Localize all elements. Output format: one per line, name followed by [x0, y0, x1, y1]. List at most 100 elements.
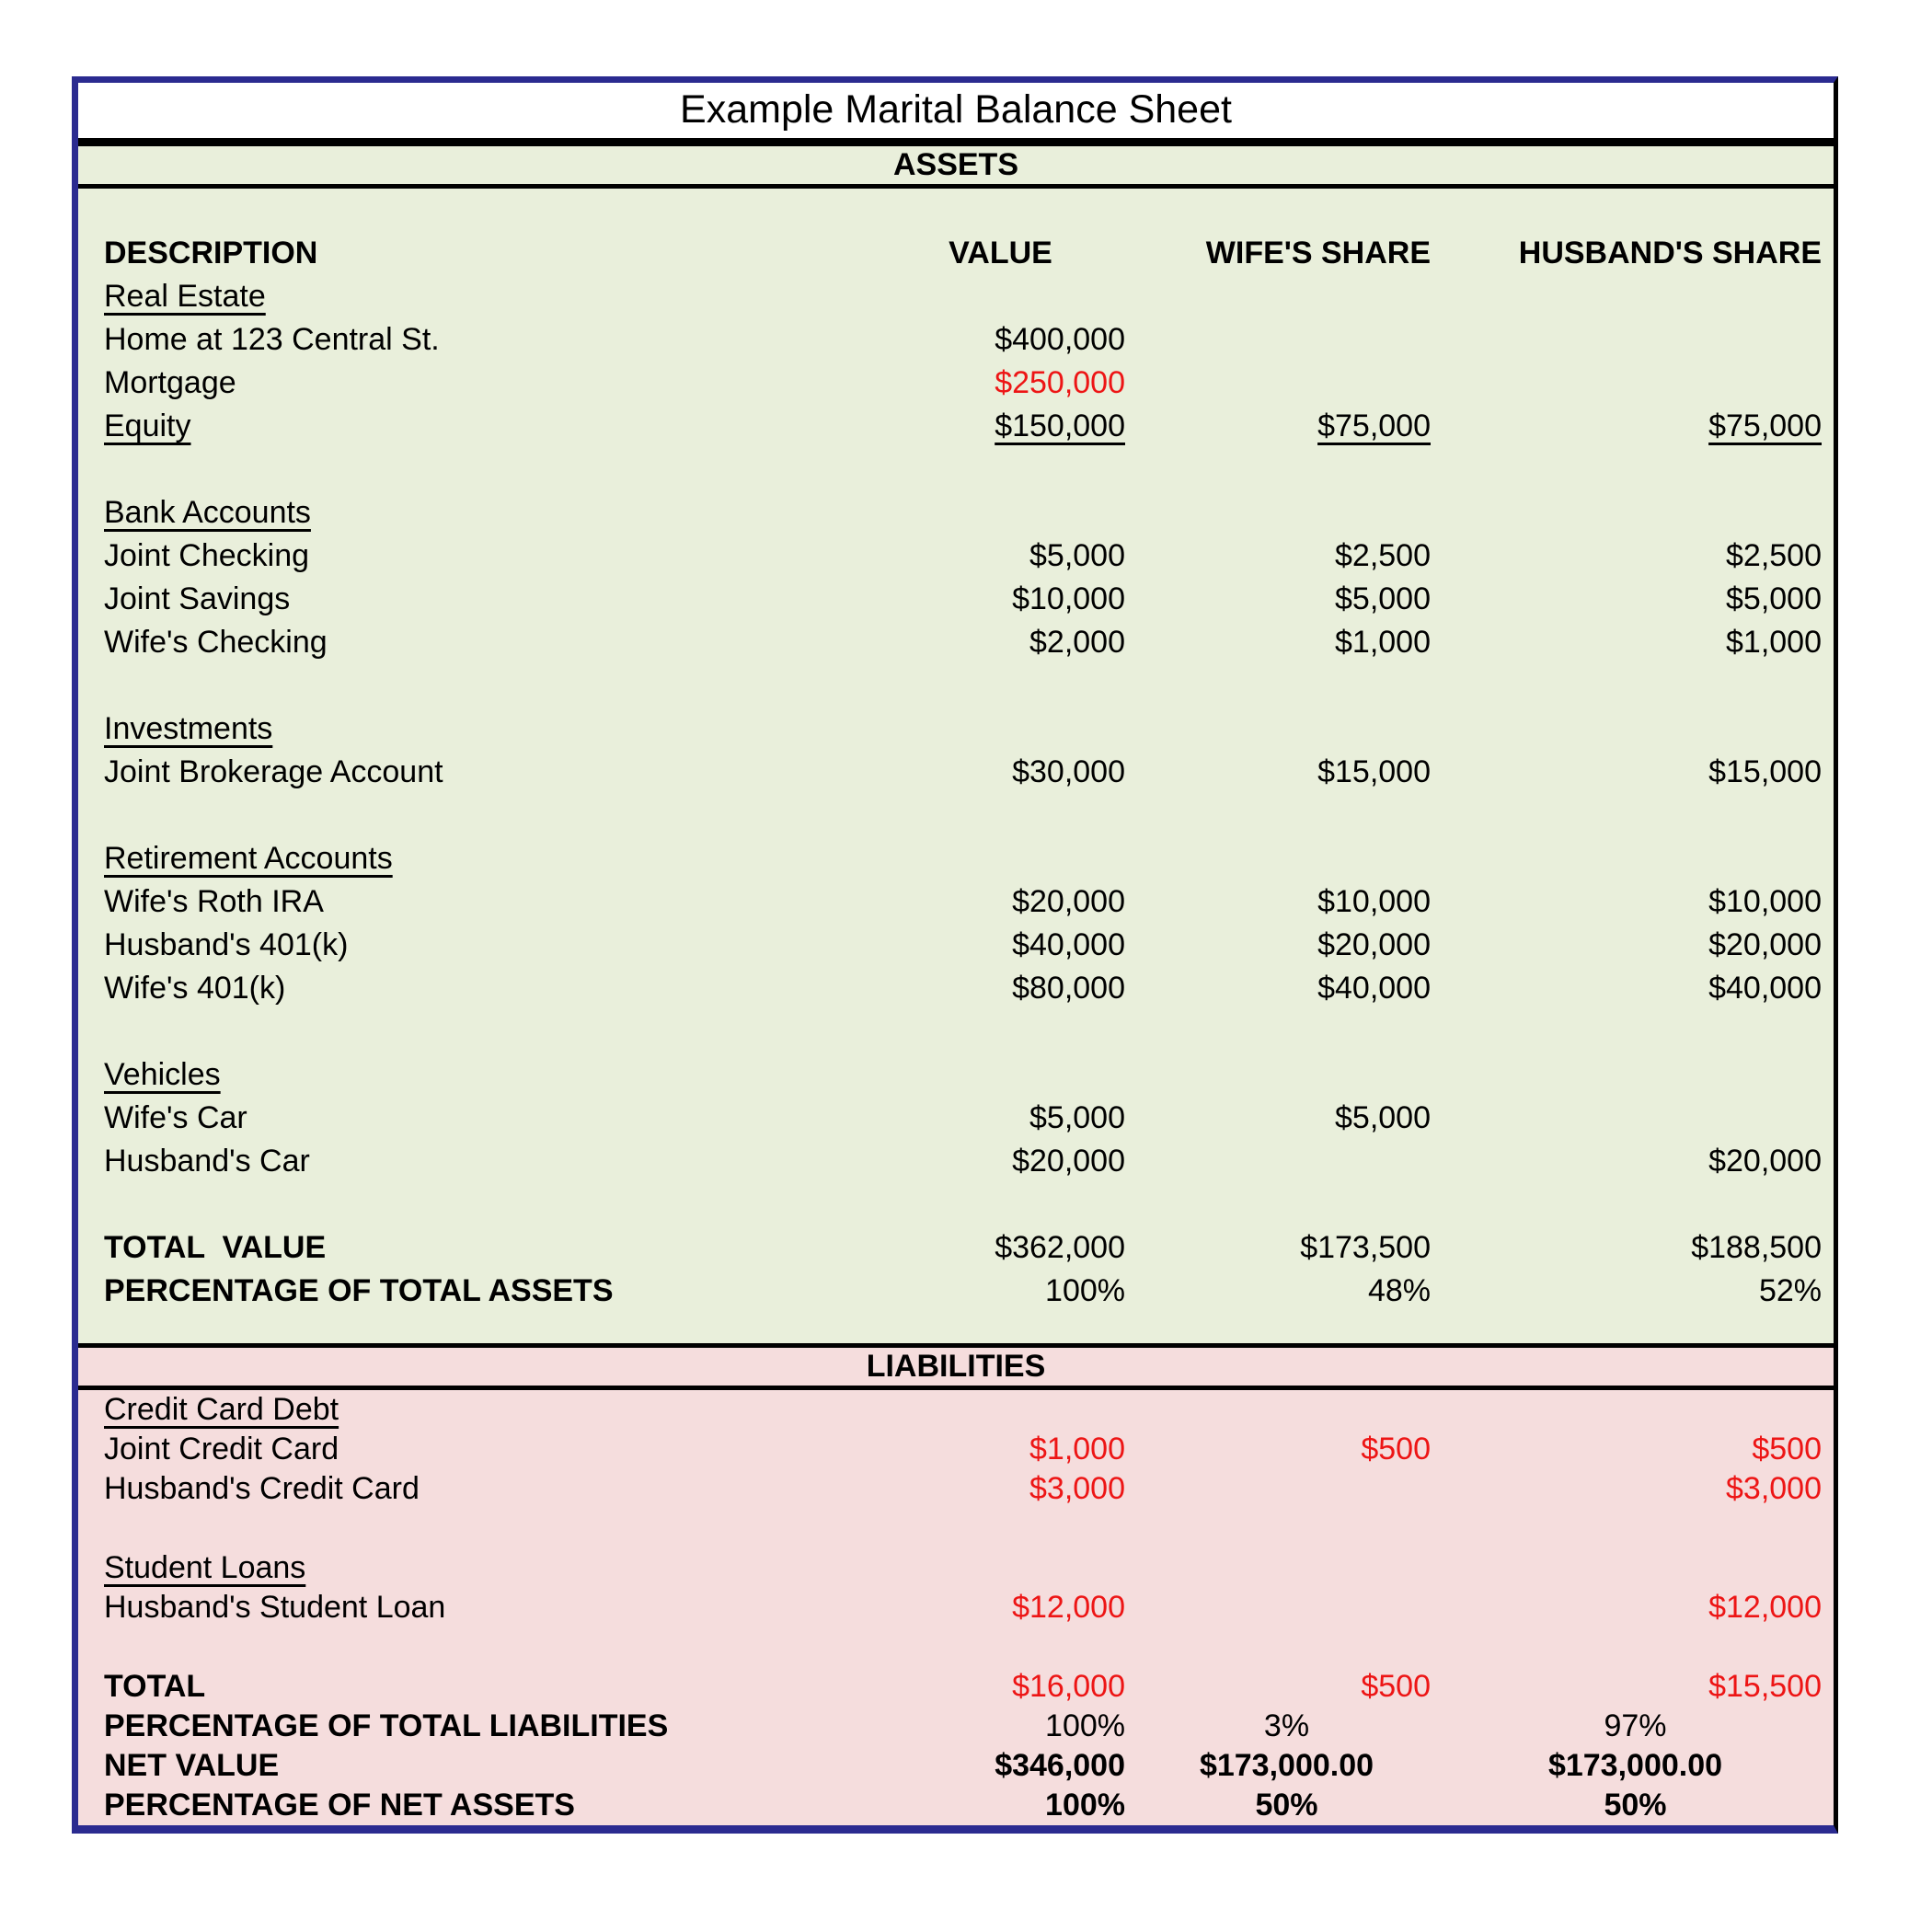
table-row: Vehicles	[78, 1053, 1834, 1097]
husband-share-cell-text: 50%	[1604, 1788, 1667, 1823]
row-label-text: TOTAL VALUE	[104, 1230, 327, 1265]
row-label: Wife's Checking	[78, 621, 865, 664]
husband-share-cell: $5,000	[1437, 578, 1834, 621]
value-cell: 100%	[865, 1270, 1136, 1313]
value-cell-text: $5,000	[1029, 1100, 1125, 1135]
husband-share-cell	[1437, 1390, 1834, 1430]
row-label-text: Joint Credit Card	[104, 1432, 339, 1466]
table-row: Wife's 401(k) $80,000 $40,000 $40,000	[78, 967, 1834, 1010]
row-label: Joint Brokerage Account	[78, 751, 865, 794]
wife-share-cell	[1136, 318, 1437, 362]
husband-share-cell	[1437, 1010, 1834, 1053]
husband-share-cell: $20,000	[1437, 1140, 1834, 1183]
husband-share-cell: 52%	[1437, 1270, 1834, 1313]
row-label-text: Husband's Student Loan	[104, 1590, 446, 1625]
value-cell	[865, 491, 1136, 535]
value-cell: $10,000	[865, 578, 1136, 621]
wife-share-cell: $173,500	[1136, 1226, 1437, 1270]
husband-share-cell-text: $10,000	[1708, 884, 1822, 919]
blank-row	[78, 1183, 1834, 1226]
value-cell-text: $5,000	[1029, 538, 1125, 573]
row-label: PERCENTAGE OF TOTAL ASSETS	[78, 1270, 865, 1313]
husband-share-cell: $10,000	[1437, 880, 1834, 924]
row-label	[78, 1183, 865, 1226]
value-cell-text: $40,000	[1012, 927, 1125, 962]
wife-share-cell-text: $500	[1361, 1432, 1431, 1466]
husband-share-cell-text: 97%	[1604, 1708, 1667, 1743]
row-label-text: Wife's 401(k)	[104, 971, 286, 1006]
husband-share-cell	[1437, 491, 1834, 535]
row-label	[78, 664, 865, 707]
wife-share-cell-text: $10,000	[1317, 884, 1431, 919]
husband-share-cell	[1437, 275, 1834, 318]
blank-row	[78, 189, 1834, 232]
wife-share-cell-text: $173,000.00	[1199, 1748, 1374, 1783]
husband-share-cell-text: $20,000	[1708, 927, 1822, 962]
husband-share-cell: $500	[1437, 1430, 1834, 1469]
row-label-text: Retirement Accounts	[104, 841, 393, 876]
row-label: Credit Card Debt	[78, 1390, 865, 1430]
row-label: Equity	[78, 405, 865, 448]
table-row: PERCENTAGE OF NET ASSETS 100% 50% 50%	[78, 1786, 1834, 1825]
husband-share-cell: HUSBAND'S SHARE	[1437, 232, 1834, 275]
value-cell: 100%	[865, 1786, 1136, 1825]
row-label: PERCENTAGE OF TOTAL LIABILITIES	[78, 1707, 865, 1746]
husband-share-cell-text: $40,000	[1708, 971, 1822, 1006]
row-label-text: DESCRIPTION	[104, 236, 318, 270]
value-cell	[865, 1509, 1136, 1548]
value-cell: $40,000	[865, 924, 1136, 967]
table-row: Real Estate	[78, 275, 1834, 318]
value-cell: $150,000	[865, 405, 1136, 448]
row-label	[78, 1010, 865, 1053]
blank-row	[78, 794, 1834, 837]
husband-share-cell	[1437, 1183, 1834, 1226]
wife-share-cell-text: $500	[1361, 1669, 1431, 1704]
value-cell-text: 100%	[1045, 1708, 1125, 1743]
value-cell-text: $30,000	[1012, 754, 1125, 789]
wife-share-cell	[1136, 1469, 1437, 1509]
husband-share-cell: $12,000	[1437, 1588, 1834, 1627]
value-cell: $250,000	[865, 362, 1136, 405]
husband-share-cell: $20,000	[1437, 924, 1834, 967]
wife-share-cell	[1136, 837, 1437, 880]
table-row: Joint Savings $10,000 $5,000 $5,000	[78, 578, 1834, 621]
row-label: Real Estate	[78, 275, 865, 318]
value-cell: $16,000	[865, 1667, 1136, 1707]
row-label-text: Joint Savings	[104, 581, 291, 616]
wife-share-cell	[1136, 1010, 1437, 1053]
wife-share-cell	[1136, 1140, 1437, 1183]
row-label: NET VALUE	[78, 1746, 865, 1786]
liabilities-table: Credit Card Debt Joint Credit Card $1,000 $…	[78, 1390, 1834, 1825]
husband-share-cell: $188,500	[1437, 1226, 1834, 1270]
husband-share-cell	[1437, 1053, 1834, 1097]
row-label: Wife's Roth IRA	[78, 880, 865, 924]
value-cell	[865, 664, 1136, 707]
table-row: Joint Checking $5,000 $2,500 $2,500	[78, 535, 1834, 578]
row-label: TOTAL VALUE	[78, 1226, 865, 1270]
row-label: DESCRIPTION	[78, 232, 865, 275]
value-cell-text: $20,000	[1012, 1144, 1125, 1179]
wife-share-cell: $173,000.00	[1136, 1746, 1437, 1786]
value-cell	[865, 448, 1136, 491]
blank-row	[78, 664, 1834, 707]
row-label-text: Bank Accounts	[104, 495, 311, 530]
row-label-text: Student Loans	[104, 1550, 306, 1585]
value-cell: $5,000	[865, 1097, 1136, 1140]
wife-share-cell-text: $1,000	[1335, 625, 1431, 660]
value-cell: $400,000	[865, 318, 1136, 362]
value-cell: $12,000	[865, 1588, 1136, 1627]
value-cell: $346,000	[865, 1746, 1136, 1786]
husband-share-cell-text: HUSBAND'S SHARE	[1518, 236, 1822, 270]
husband-share-cell: $75,000	[1437, 405, 1834, 448]
row-label: PERCENTAGE OF NET ASSETS	[78, 1786, 865, 1825]
husband-share-cell	[1437, 707, 1834, 751]
husband-share-cell	[1437, 448, 1834, 491]
row-label-text: Real Estate	[104, 279, 266, 314]
value-cell: $362,000	[865, 1226, 1136, 1270]
value-cell: $20,000	[865, 1140, 1136, 1183]
wife-share-cell	[1136, 1509, 1437, 1548]
husband-share-cell	[1437, 1627, 1834, 1667]
row-label: TOTAL	[78, 1667, 865, 1707]
table-row: Mortgage $250,000	[78, 362, 1834, 405]
husband-share-cell	[1437, 1097, 1834, 1140]
